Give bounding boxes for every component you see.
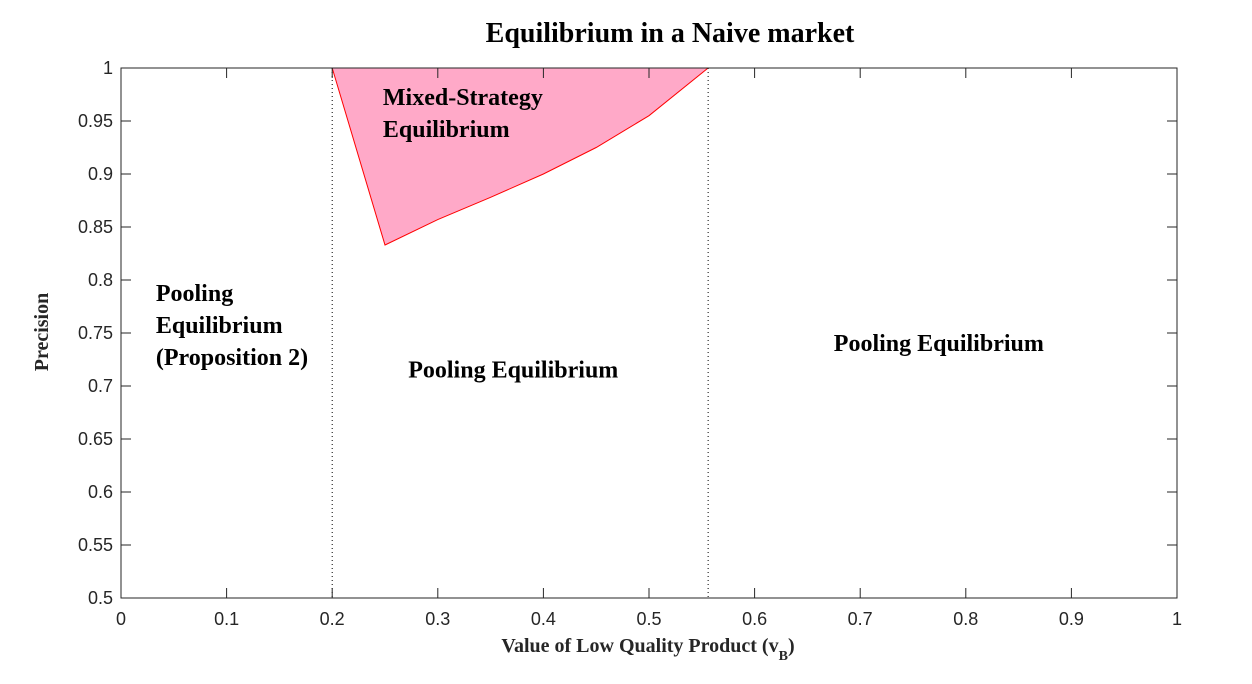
annotation-line: Equilibrium [383,117,510,143]
x-tick-label: 0 [116,609,126,629]
x-axis-ticks: 0 0.1 0.2 0.3 0.4 0.5 0.6 0.7 0.8 0.9 1 [116,68,1182,629]
mixed-strategy-region [331,67,710,246]
y-tick-label: 0.85 [78,217,113,237]
x-tick-label: 0.2 [320,609,345,629]
y-tick-label: 0.65 [78,429,113,449]
annotation-pool-right: Pooling Equilibrium [834,331,1044,357]
chart-title: Equilibrium in a Naive market [486,18,855,49]
y-tick-label: 0.6 [88,482,113,502]
x-tick-label: 0.4 [531,609,556,629]
annotation-mixed: Mixed-Strategy Equilibrium [383,85,543,143]
y-tick-label: 0.9 [88,164,113,184]
annotation-line: Pooling [156,281,233,307]
y-tick-label: 0.55 [78,535,113,555]
x-axis-label: Value of Low Quality Product (vB) [501,635,794,664]
vertical-lines [331,68,709,598]
annotation-line: Pooling Equilibrium [408,358,618,384]
y-axis-label: Precision [31,293,53,372]
annotation-line: Mixed-Strategy [383,85,543,111]
plot-area [121,68,1177,598]
y-tick-label: 0.8 [88,270,113,290]
y-tick-label: 0.75 [78,323,113,343]
annotation-line: Pooling Equilibrium [834,331,1044,357]
annotations: Pooling Equilibrium (Proposition 2) Mixed-S… [156,85,1044,383]
x-axis-label-suffix: ) [788,635,795,657]
x-axis-label-subscript: B [779,649,788,664]
plot-background [121,68,1177,598]
y-tick-label: 1 [103,58,113,78]
x-tick-label: 0.1 [214,609,239,629]
annotation-line: Equilibrium [156,313,283,339]
annotation-pool-left: Pooling Equilibrium (Proposition 2) [156,281,308,371]
y-axis-ticks: 0.5 0.55 0.6 0.65 0.7 0.75 0.8 0.85 0.9 0.95 1 [78,58,1177,608]
x-tick-label: 0.8 [953,609,978,629]
y-tick-label: 0.5 [88,588,113,608]
annotation-line: (Proposition 2) [156,345,308,371]
annotation-pool-mid: Pooling Equilibrium [408,358,618,384]
x-tick-label: 0.9 [1059,609,1084,629]
region-layer [331,67,710,246]
x-tick-label: 0.3 [425,609,450,629]
y-tick-label: 0.7 [88,376,113,396]
x-tick-label: 0.6 [742,609,767,629]
x-tick-label: 0.5 [636,609,661,629]
x-tick-label: 0.7 [848,609,873,629]
y-tick-label: 0.95 [78,111,113,131]
x-tick-label: 1 [1172,609,1182,629]
x-axis-label-main: Value of Low Quality Product (v [501,635,778,657]
